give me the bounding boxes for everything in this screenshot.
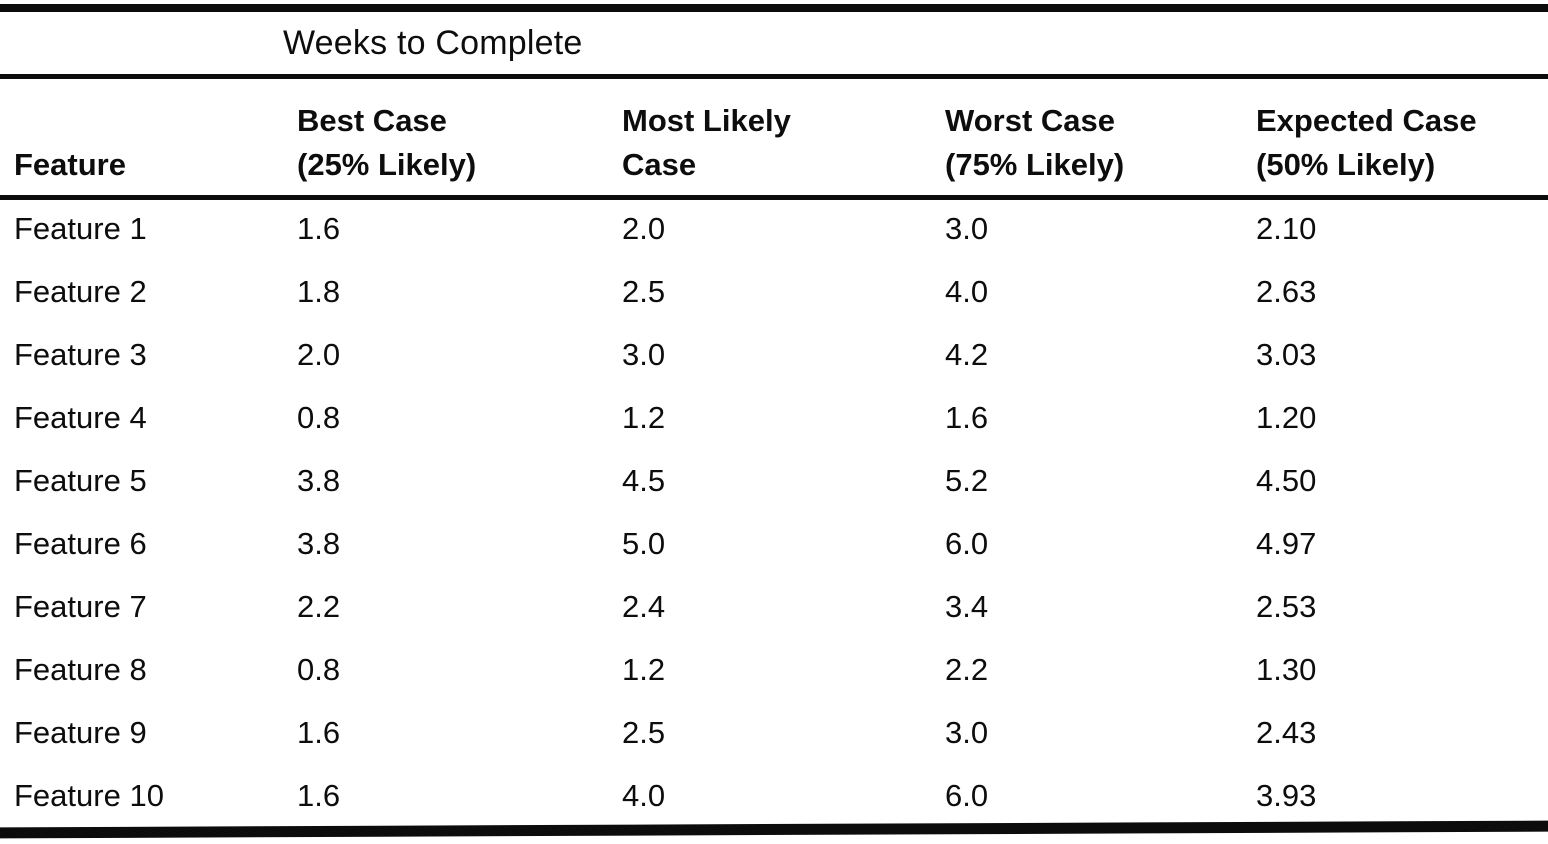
- expected-case-cell: 1.30: [1256, 651, 1317, 687]
- feature-name-cell: Feature 4: [14, 399, 147, 435]
- table-row: Feature 7 2.2 2.4 3.4 2.53: [0, 578, 1548, 641]
- table-row: Feature 8 0.8 1.2 2.2 1.30: [0, 641, 1548, 704]
- expected-case-cell: 2.10: [1256, 210, 1317, 246]
- expected-case-cell: 3.93: [1256, 777, 1317, 813]
- column-header-feature-label: Feature: [14, 147, 126, 182]
- worst-case-cell: 2.2: [945, 651, 989, 687]
- spanner-title-row: Weeks to Complete: [0, 8, 1548, 79]
- spanner-spacer-cell: [0, 8, 283, 79]
- table-row: Feature 9 1.6 2.5 3.0 2.43: [0, 704, 1548, 767]
- most-likely-cell: 2.4: [622, 588, 666, 624]
- worst-case-cell: 3.4: [945, 588, 989, 624]
- table-row: Feature 10 1.6 4.0 6.0 3.93: [0, 767, 1548, 830]
- best-case-cell: 0.8: [297, 651, 341, 687]
- feature-name-cell: Feature 6: [14, 525, 147, 561]
- worst-case-cell: 1.6: [945, 399, 989, 435]
- most-likely-cell: 2.5: [622, 273, 666, 309]
- feature-name-cell: Feature 10: [14, 777, 164, 813]
- feature-name-cell: Feature 1: [14, 210, 147, 246]
- expected-case-cell: 4.50: [1256, 462, 1317, 498]
- expected-case-cell: 2.53: [1256, 588, 1317, 624]
- column-header-best-case: Best Case (25% Likely): [283, 76, 608, 200]
- most-likely-cell: 3.0: [622, 336, 666, 372]
- table-row: Feature 6 3.8 5.0 6.0 4.97: [0, 515, 1548, 578]
- best-case-cell: 2.0: [297, 336, 341, 372]
- worst-case-cell: 4.0: [945, 273, 989, 309]
- feature-name-cell: Feature 7: [14, 588, 147, 624]
- column-header-expected-case: Expected Case (50% Likely): [1242, 76, 1548, 200]
- most-likely-cell: 2.5: [622, 714, 666, 750]
- column-header-row: Feature Best Case (25% Likely) Most Like…: [0, 76, 1548, 200]
- worst-case-cell: 4.2: [945, 336, 989, 372]
- worst-case-cell: 6.0: [945, 777, 989, 813]
- worst-case-cell: 3.0: [945, 714, 989, 750]
- column-header-most-likely: Most Likely Case: [608, 76, 931, 200]
- worst-case-cell: 5.2: [945, 462, 989, 498]
- most-likely-cell: 4.5: [622, 462, 666, 498]
- expected-case-cell: 2.43: [1256, 714, 1317, 750]
- best-case-cell: 1.6: [297, 777, 341, 813]
- column-header-most-likely-line1: Most Likely: [622, 103, 791, 138]
- column-header-best-case-line1: Best Case: [297, 103, 447, 138]
- table-row: Feature 5 3.8 4.5 5.2 4.50: [0, 452, 1548, 515]
- worst-case-cell: 6.0: [945, 525, 989, 561]
- column-header-worst-case-line2: (75% Likely): [945, 147, 1125, 182]
- table-row: Feature 4 0.8 1.2 1.6 1.20: [0, 389, 1548, 452]
- most-likely-cell: 4.0: [622, 777, 666, 813]
- column-header-expected-case-line1: Expected Case: [1256, 103, 1477, 138]
- feature-estimate-table: Weeks to Complete Feature Best Case (25%…: [0, 4, 1548, 844]
- best-case-cell: 0.8: [297, 399, 341, 435]
- expected-case-cell: 3.03: [1256, 336, 1317, 372]
- feature-name-cell: Feature 5: [14, 462, 147, 498]
- best-case-cell: 3.8: [297, 525, 341, 561]
- worst-case-cell: 3.0: [945, 210, 989, 246]
- table-title: Weeks to Complete: [283, 8, 1548, 79]
- best-case-cell: 3.8: [297, 462, 341, 498]
- feature-name-cell: Feature 2: [14, 273, 147, 309]
- feature-name-cell: Feature 9: [14, 714, 147, 750]
- best-case-cell: 2.2: [297, 588, 341, 624]
- most-likely-cell: 1.2: [622, 399, 666, 435]
- table-row: Feature 3 2.0 3.0 4.2 3.03: [0, 326, 1548, 389]
- feature-name-cell: Feature 3: [14, 336, 147, 372]
- column-header-best-case-line2: (25% Likely): [297, 147, 477, 182]
- column-header-worst-case: Worst Case (75% Likely): [931, 76, 1242, 200]
- feature-name-cell: Feature 8: [14, 651, 147, 687]
- most-likely-cell: 5.0: [622, 525, 666, 561]
- column-header-most-likely-line2: Case: [622, 147, 697, 182]
- expected-case-cell: 1.20: [1256, 399, 1317, 435]
- table-row: Feature 2 1.8 2.5 4.0 2.63: [0, 263, 1548, 326]
- most-likely-cell: 2.0: [622, 210, 666, 246]
- expected-case-cell: 4.97: [1256, 525, 1317, 561]
- column-header-expected-case-line2: (50% Likely): [1256, 147, 1436, 182]
- table-row: Feature 1 1.6 2.0 3.0 2.10: [0, 198, 1548, 264]
- column-header-worst-case-line1: Worst Case: [945, 103, 1115, 138]
- most-likely-cell: 1.2: [622, 651, 666, 687]
- best-case-cell: 1.6: [297, 210, 341, 246]
- column-header-feature: Feature: [0, 76, 283, 200]
- expected-case-cell: 2.63: [1256, 273, 1317, 309]
- best-case-cell: 1.8: [297, 273, 341, 309]
- best-case-cell: 1.6: [297, 714, 341, 750]
